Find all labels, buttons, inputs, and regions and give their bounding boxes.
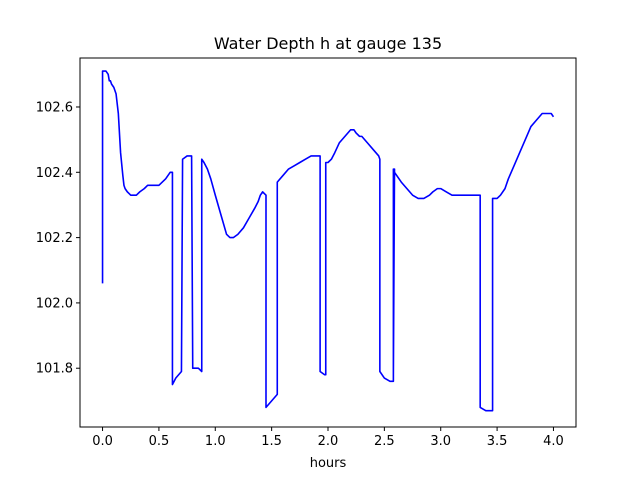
x-tick-label: 3.0 xyxy=(430,434,451,449)
x-tick-label: 1.0 xyxy=(205,434,226,449)
x-tick-label: 0.0 xyxy=(92,434,113,449)
series-line-0 xyxy=(101,70,555,412)
chart-title: Water Depth h at gauge 135 xyxy=(214,34,442,53)
x-tick-label: 2.5 xyxy=(374,434,395,449)
x-tick-label: 2.0 xyxy=(318,434,339,449)
y-tick-label: 102.4 xyxy=(36,166,73,181)
y-tick-label: 102.0 xyxy=(36,296,73,311)
x-axis-label: hours xyxy=(310,456,347,471)
plot-area xyxy=(101,70,555,412)
x-tick-label: 0.5 xyxy=(149,434,170,449)
y-tick-label: 101.8 xyxy=(36,362,73,377)
x-tick-label: 1.5 xyxy=(261,434,282,449)
x-tick-label: 3.5 xyxy=(487,434,508,449)
axes: 0.0 0.5 1.0 1.5 2.0 2.5 3.0 3.5 4.0 101.8 102.0 102… xyxy=(36,57,577,449)
y-tick-label: 102.6 xyxy=(36,100,73,115)
y-tick-label: 102.2 xyxy=(36,231,73,246)
x-tick-label: 4.0 xyxy=(543,434,564,449)
